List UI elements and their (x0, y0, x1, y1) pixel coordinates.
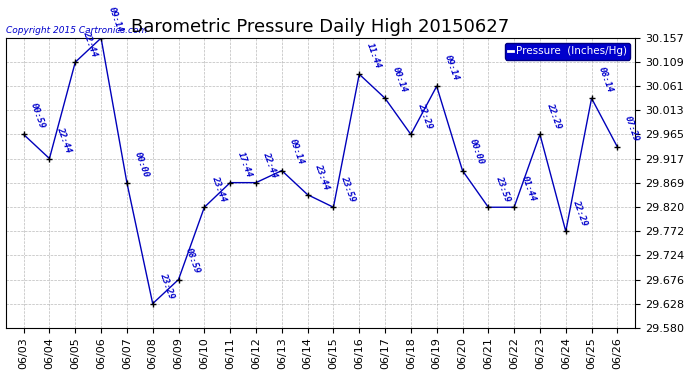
Text: 08:59: 08:59 (184, 247, 201, 275)
Text: 23:59: 23:59 (339, 175, 357, 203)
Text: 22:29: 22:29 (546, 102, 563, 130)
Text: 09:14: 09:14 (107, 6, 124, 34)
Text: 22:44: 22:44 (262, 150, 279, 178)
Text: 00:00: 00:00 (468, 138, 486, 166)
Text: 09:14: 09:14 (287, 138, 305, 166)
Text: 00:00: 00:00 (132, 150, 150, 178)
Text: 00:14: 00:14 (391, 66, 408, 94)
Text: 22:29: 22:29 (571, 199, 589, 227)
Text: 07:29: 07:29 (623, 114, 640, 143)
Text: 23:29: 23:29 (158, 271, 176, 300)
Text: Copyright 2015 Cartronics.com: Copyright 2015 Cartronics.com (6, 26, 147, 35)
Text: 23:59: 23:59 (494, 175, 511, 203)
Text: 11:44: 11:44 (365, 42, 382, 70)
Title: Barometric Pressure Daily High 20150627: Barometric Pressure Daily High 20150627 (131, 18, 510, 36)
Legend: Pressure  (Inches/Hg): Pressure (Inches/Hg) (504, 43, 630, 60)
Text: 00:59: 00:59 (29, 102, 47, 130)
Text: 23:44: 23:44 (313, 162, 331, 190)
Text: 08:14: 08:14 (597, 66, 615, 94)
Text: 22:44: 22:44 (81, 30, 99, 58)
Text: 22:29: 22:29 (417, 102, 434, 130)
Text: 17:44: 17:44 (236, 150, 253, 178)
Text: 23:44: 23:44 (210, 175, 228, 203)
Text: 22:44: 22:44 (55, 126, 72, 154)
Text: 09:14: 09:14 (442, 54, 460, 82)
Text: 01:44: 01:44 (520, 175, 538, 203)
